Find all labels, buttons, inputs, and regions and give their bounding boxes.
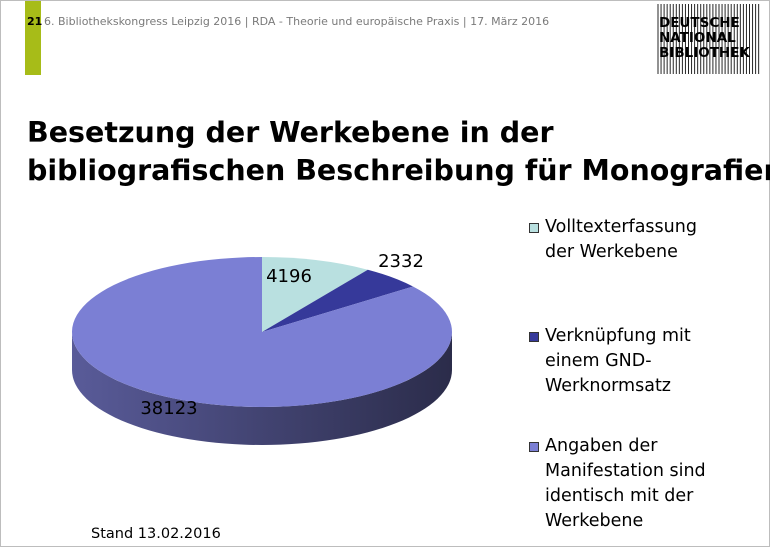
legend-label-0-0: Volltexterfassung — [545, 217, 697, 237]
legend-label-2-0: Angaben der — [545, 436, 658, 456]
data-label-0: 4196 — [266, 266, 312, 287]
legend-entry-1: Verknüpfung mit einem GND- Werknormsatz — [529, 324, 691, 399]
accent-bar — [25, 1, 41, 75]
legend-entry-2: Angaben der Manifestation sind identisch m… — [529, 434, 706, 534]
dnb-logo: DEUTSCHE NATIONAL BIBLIOTHEK — [656, 4, 761, 74]
pie-slice-2 — [72, 257, 453, 407]
logo-line-3: BIBLIOTHEK — [659, 45, 750, 61]
logo-line-1: DEUTSCHE — [659, 15, 740, 31]
legend-swatch-1 — [529, 332, 539, 342]
legend-entry-0: Volltexterfassung der Werkebene — [529, 215, 697, 265]
legend-swatch-0 — [529, 223, 539, 233]
legend-swatch-2 — [529, 442, 539, 452]
stand-date: Stand 13.02.2016 — [91, 526, 221, 542]
legend-label-2-3: Werkebene — [545, 511, 644, 531]
legend-label-1-0: Verknüpfung mit — [545, 326, 691, 346]
legend-label-1-2: Werknormsatz — [545, 376, 671, 396]
logo-line-2: NATIONAL — [659, 30, 736, 46]
legend-label-2-1: Manifestation sind — [545, 461, 706, 481]
slide-number: 21 — [27, 15, 43, 28]
conference-info: 6. Bibliothekskongress Leipzig 2016 | RD… — [44, 15, 550, 28]
pie-side-2 — [72, 332, 452, 445]
data-label-1: 2332 — [378, 251, 424, 272]
legend-label-1-1: einem GND- — [545, 351, 652, 371]
pie-slice-1 — [262, 269, 414, 332]
pie-slice-0 — [262, 257, 368, 332]
legend-label-2-2: identisch mit der — [545, 486, 694, 506]
title-line-1: Besetzung der Werkebene in der — [27, 116, 554, 149]
legend-label-0-1: der Werkebene — [545, 242, 678, 262]
slide-title: Besetzung der Werkebene in der bibliogra… — [27, 114, 770, 190]
title-line-2: bibliografischen Beschreibung für Monogr… — [27, 154, 770, 187]
data-label-2: 38123 — [140, 398, 197, 419]
logo-stripes — [657, 4, 760, 74]
